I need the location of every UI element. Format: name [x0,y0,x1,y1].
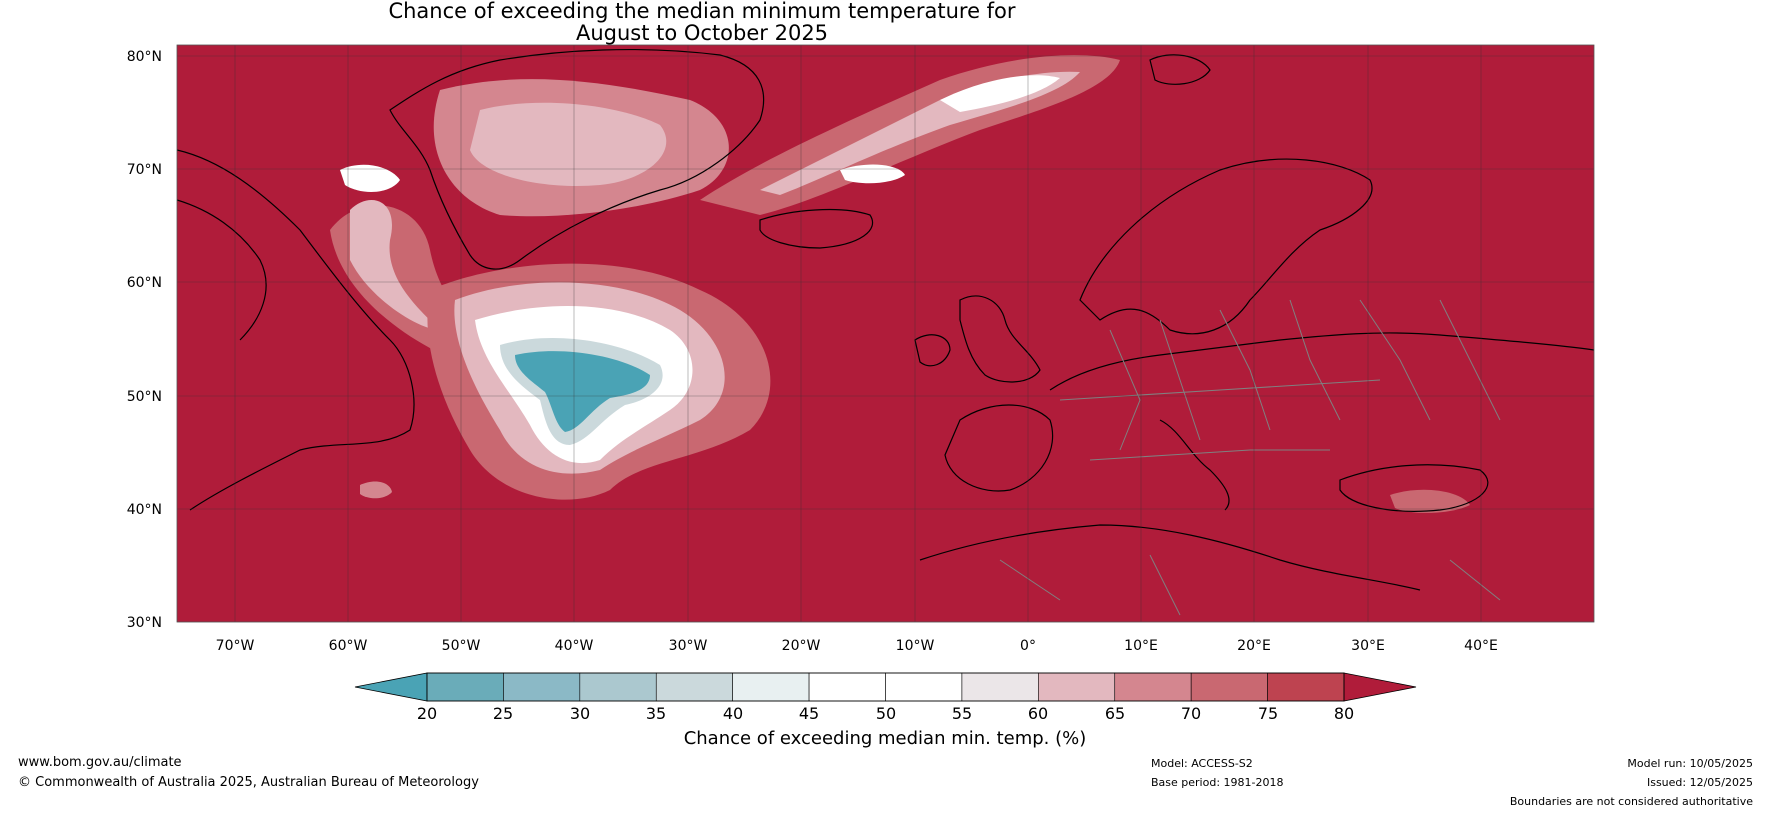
colorbar-segment [1190,672,1268,702]
lon-label-50w: 50°W [442,638,481,654]
cb-tick-25: 25 [493,704,513,723]
colorbar-segments [426,672,1345,702]
cb-tick-45: 45 [799,704,819,723]
colorbar-segment [961,672,1039,702]
issued-text: Issued: 12/05/2025 [1646,776,1753,789]
colorbar-left-extend [354,672,428,702]
model-run-text: Model run: 10/05/2025 [1627,757,1753,770]
colorbar-segment [579,672,657,702]
disclaimer-text: Boundaries are not considered authoritat… [1509,795,1753,808]
lon-label-10w: 10°W [896,638,935,654]
cb-tick-20: 20 [417,704,437,723]
colorbar-segment [1267,672,1345,702]
colorbar-segment [885,672,963,702]
longitude-labels: 70°W 60°W 50°W 40°W 30°W 20°W 10°W 0° 10… [216,638,1498,654]
lat-label-60n: 60°N [127,275,162,291]
probability-field [177,48,1594,616]
cb-tick-55: 55 [952,704,972,723]
lon-label-40w: 40°W [555,638,594,654]
lon-label-20w: 20°W [782,638,821,654]
cb-tick-35: 35 [646,704,666,723]
lon-label-0: 0° [1020,638,1036,654]
model-text: Model: ACCESS-S2 [1151,757,1253,770]
map-title: Chance of exceeding the median minimum t… [388,0,1016,23]
lat-label-70n: 70°N [127,162,162,178]
cb-tick-80: 80 [1334,704,1354,723]
cb-tick-50: 50 [876,704,896,723]
lon-label-30e: 30°E [1351,638,1385,654]
colorbar-ticks: 20 25 30 35 40 45 50 55 60 65 70 75 80 [417,704,1354,723]
lat-label-50n: 50°N [127,389,162,405]
cb-tick-70: 70 [1181,704,1201,723]
map-subtitle: August to October 2025 [575,21,829,45]
colorbar-segment [1114,672,1192,702]
cb-tick-60: 60 [1028,704,1048,723]
colorbar-segment [655,672,733,702]
colorbar: 20 25 30 35 40 45 50 55 60 65 70 75 80 [354,672,1417,723]
lon-label-60w: 60°W [329,638,368,654]
lon-label-20e: 20°E [1237,638,1271,654]
map-frame [176,44,1595,623]
base-period-text: Base period: 1981-2018 [1151,776,1284,789]
coastlines [177,48,1594,591]
country-borders [999,299,1501,616]
cb-tick-30: 30 [570,704,590,723]
lon-label-30w: 30°W [669,638,708,654]
lat-label-30n: 30°N [127,615,162,631]
website-link[interactable]: www.bom.gov.au/climate [18,755,182,770]
copyright-text: © Commonwealth of Australia 2025, Austra… [18,775,479,790]
lon-label-40e: 40°E [1464,638,1498,654]
colorbar-segment [808,672,886,702]
cb-tick-40: 40 [723,704,743,723]
colorbar-label: Chance of exceeding median min. temp. (%… [683,728,1087,749]
lat-label-80n: 80°N [127,49,162,65]
lat-label-40n: 40°N [127,502,162,518]
cb-tick-65: 65 [1105,704,1125,723]
colorbar-segment [426,672,504,702]
colorbar-right-extend [1343,672,1417,702]
colorbar-segment [503,672,581,702]
colorbar-segment [732,672,810,702]
lon-label-70w: 70°W [216,638,255,654]
latitude-labels: 80°N 70°N 60°N 50°N 40°N 30°N [127,49,162,631]
lon-label-10e: 10°E [1124,638,1158,654]
colorbar-segment [1038,672,1116,702]
cb-tick-75: 75 [1258,704,1278,723]
